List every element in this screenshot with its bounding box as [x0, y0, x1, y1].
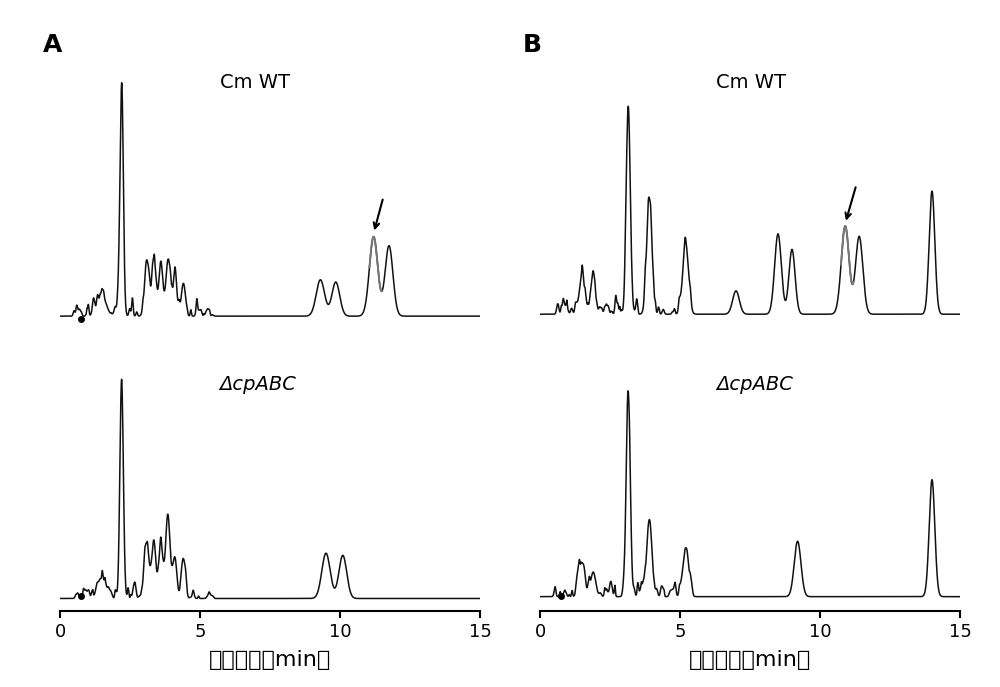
- Text: ΔcpABC: ΔcpABC: [716, 374, 793, 394]
- Text: ΔcpABC: ΔcpABC: [220, 374, 296, 394]
- Text: Cm WT: Cm WT: [220, 73, 290, 92]
- Text: A: A: [43, 33, 63, 57]
- X-axis label: 延迟时间（min）: 延迟时间（min）: [209, 650, 331, 670]
- Text: Cm WT: Cm WT: [716, 73, 786, 92]
- X-axis label: 延迟时间（min）: 延迟时间（min）: [689, 650, 811, 670]
- Text: B: B: [523, 33, 542, 57]
